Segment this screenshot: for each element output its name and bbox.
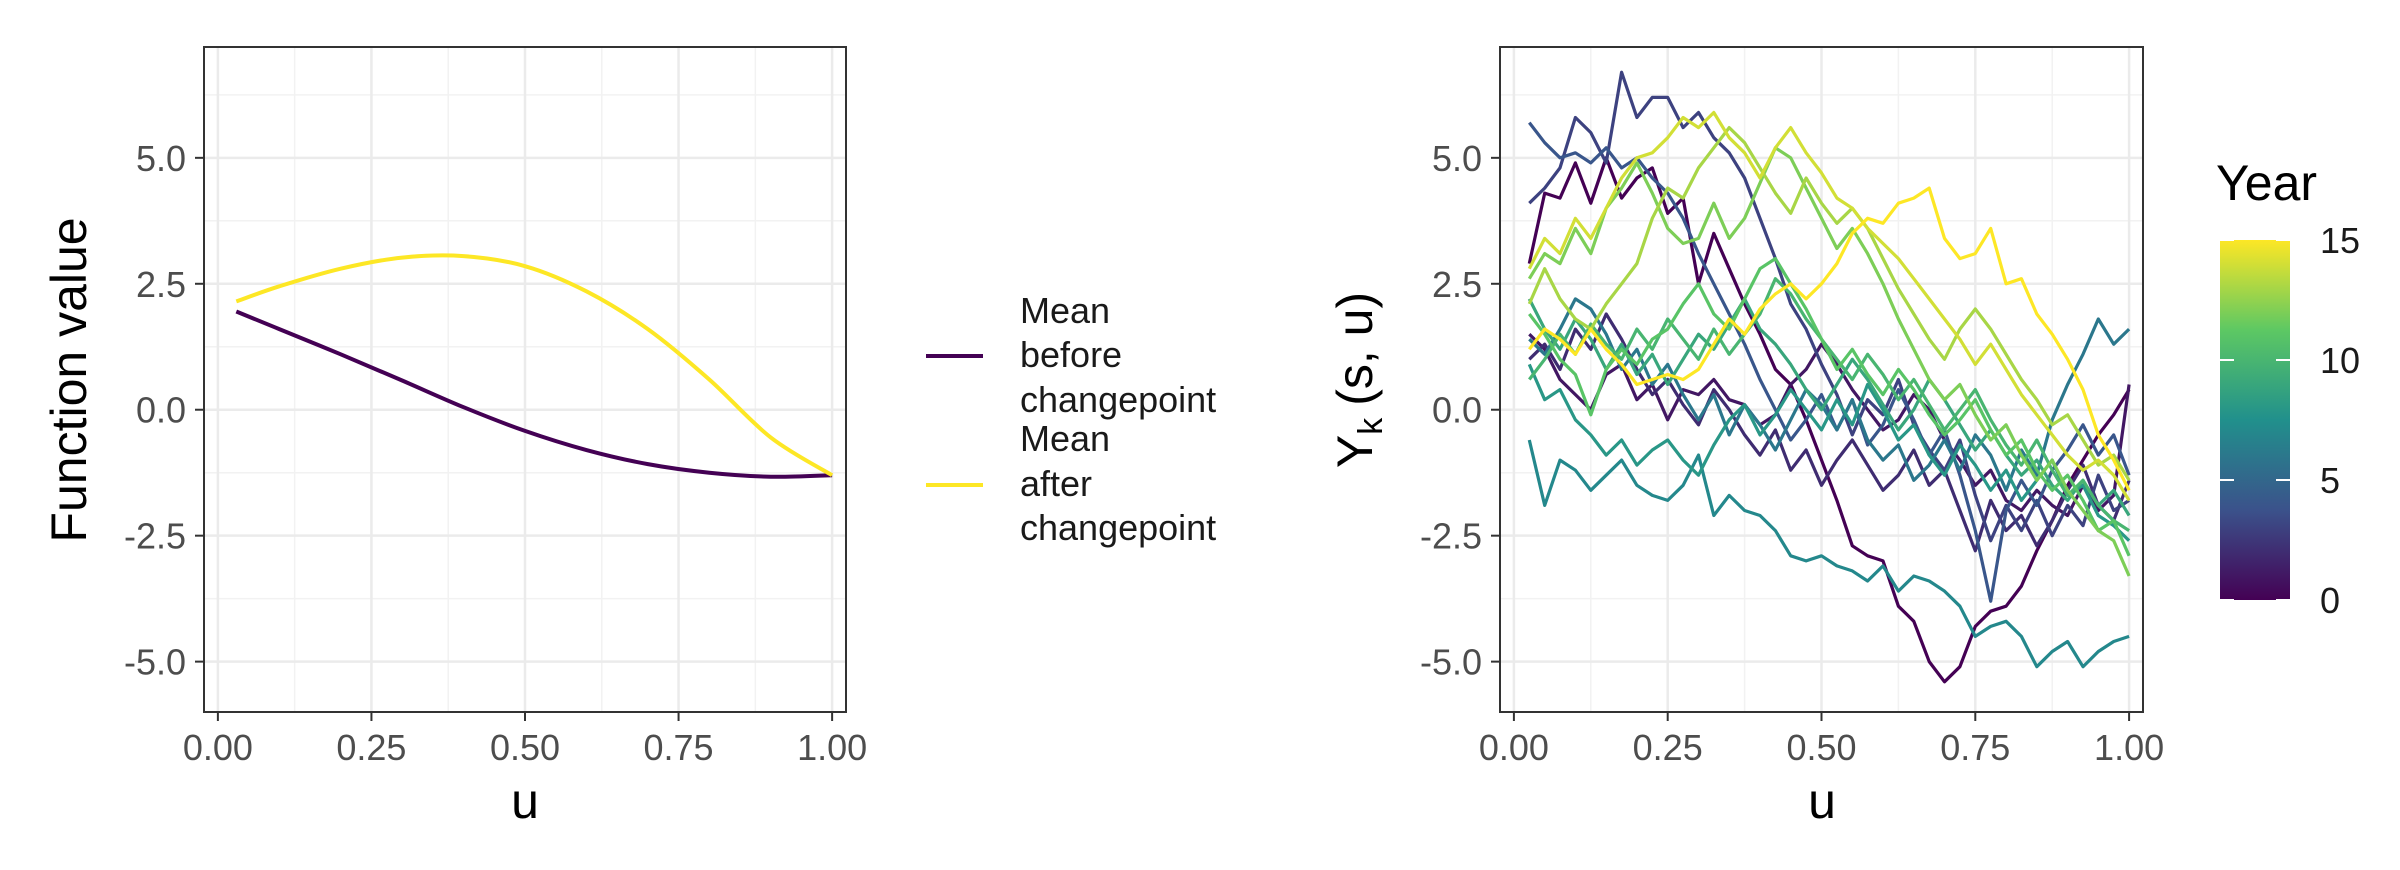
right-y-axis-label-rest: (s, u) bbox=[1327, 292, 1383, 406]
right-chart: -5.0 -2.5 0.0 2.5 5.0 0.00 0.25 0.50 0.75 1.00 u… bbox=[1327, 46, 2164, 829]
curve-year-7 bbox=[1527, 439, 2130, 669]
legend-label-after: Mean after changepoint bbox=[1020, 418, 1216, 548]
left-y-tick-label: 2.5 bbox=[136, 264, 186, 305]
right-y-tick-label: -5.0 bbox=[1420, 642, 1482, 683]
curve-year-2 bbox=[1528, 312, 2131, 553]
right-y-tick-label: 5.0 bbox=[1432, 138, 1482, 179]
left-x-axis: 0.00 0.25 0.50 0.75 1.00 bbox=[183, 712, 867, 768]
right-x-tick-label: 1.00 bbox=[2094, 727, 2164, 768]
left-x-tick-label: 0.50 bbox=[490, 727, 560, 768]
left-y-tick-label: -5.0 bbox=[124, 642, 186, 683]
right-y-tick-label: 0.0 bbox=[1432, 390, 1482, 431]
left-grid bbox=[204, 47, 846, 712]
left-series bbox=[235, 253, 834, 479]
colorbar-tick-label: 5 bbox=[2320, 460, 2340, 501]
left-y-tick-label: -2.5 bbox=[124, 516, 186, 557]
legend-label-before-line1: Mean bbox=[1020, 290, 1110, 331]
colorbar-tick-label: 0 bbox=[2320, 580, 2340, 621]
legend: Mean before changepoint Mean after chang… bbox=[926, 290, 1216, 548]
curve-year-0 bbox=[1527, 156, 2131, 684]
left-y-axis: -5.0 -2.5 0.0 2.5 5.0 bbox=[124, 138, 204, 683]
curve-year-15 bbox=[1528, 186, 2131, 492]
right-x-tick-label: 0.25 bbox=[1633, 727, 1703, 768]
right-x-tick-label: 0.75 bbox=[1940, 727, 2010, 768]
colorbar-gradient bbox=[2220, 240, 2290, 600]
curve-year-14 bbox=[1527, 110, 2131, 502]
legend-label-after-line2: after bbox=[1020, 463, 1092, 504]
left-x-tick-label: 0.25 bbox=[336, 727, 406, 768]
curve-year-3 bbox=[1528, 70, 2130, 543]
left-y-tick-label: 0.0 bbox=[136, 390, 186, 431]
right-x-axis-label: u bbox=[1808, 773, 1836, 829]
right-x-tick-label: 0.00 bbox=[1479, 727, 1549, 768]
curve-year-11 bbox=[1528, 257, 2131, 557]
right-y-axis-label: Yk (s, u) bbox=[1327, 292, 1390, 468]
right-y-tick-label: 2.5 bbox=[1432, 264, 1482, 305]
colorbar-title: Year bbox=[2216, 155, 2317, 211]
left-x-tick-label: 0.00 bbox=[183, 727, 253, 768]
right-series bbox=[1527, 70, 2131, 684]
legend-label-before-line3: changepoint bbox=[1020, 379, 1216, 420]
legend-label-before: Mean before changepoint bbox=[1020, 290, 1216, 420]
legend-label-after-line1: Mean bbox=[1020, 418, 1110, 459]
right-y-axis-label-main: Y bbox=[1327, 435, 1383, 468]
right-x-axis: 0.00 0.25 0.50 0.75 1.00 bbox=[1479, 712, 2164, 768]
left-x-tick-label: 1.00 bbox=[797, 727, 867, 768]
series-line-after bbox=[235, 253, 834, 477]
colorbar-tick-label: 10 bbox=[2320, 340, 2360, 381]
curve-year-8 bbox=[1527, 363, 2131, 542]
right-y-tick-label: -2.5 bbox=[1420, 516, 1482, 557]
left-y-axis-label: Function value bbox=[41, 217, 97, 542]
left-y-tick-label: 5.0 bbox=[136, 138, 186, 179]
colorbar: Year 0 5 10 15 bbox=[2216, 155, 2360, 621]
curve-year-12 bbox=[1527, 146, 2131, 577]
right-y-axis-label-subscript: k bbox=[1352, 417, 1390, 435]
right-y-axis: -5.0 -2.5 0.0 2.5 5.0 bbox=[1420, 138, 1500, 683]
legend-label-before-line2: before bbox=[1020, 334, 1122, 375]
left-x-axis-label: u bbox=[511, 773, 539, 829]
left-x-tick-label: 0.75 bbox=[644, 727, 714, 768]
colorbar-tick-label: 15 bbox=[2320, 220, 2360, 261]
legend-label-after-line3: changepoint bbox=[1020, 507, 1216, 548]
left-chart: -5.0 -2.5 0.0 2.5 5.0 0.00 0.25 0.50 0.75 1.00 u… bbox=[41, 46, 867, 829]
right-x-tick-label: 0.50 bbox=[1786, 727, 1856, 768]
series-line-before bbox=[235, 309, 833, 479]
curve-year-13 bbox=[1527, 125, 2131, 482]
colorbar-ticks: 0 5 10 15 bbox=[2220, 220, 2360, 621]
